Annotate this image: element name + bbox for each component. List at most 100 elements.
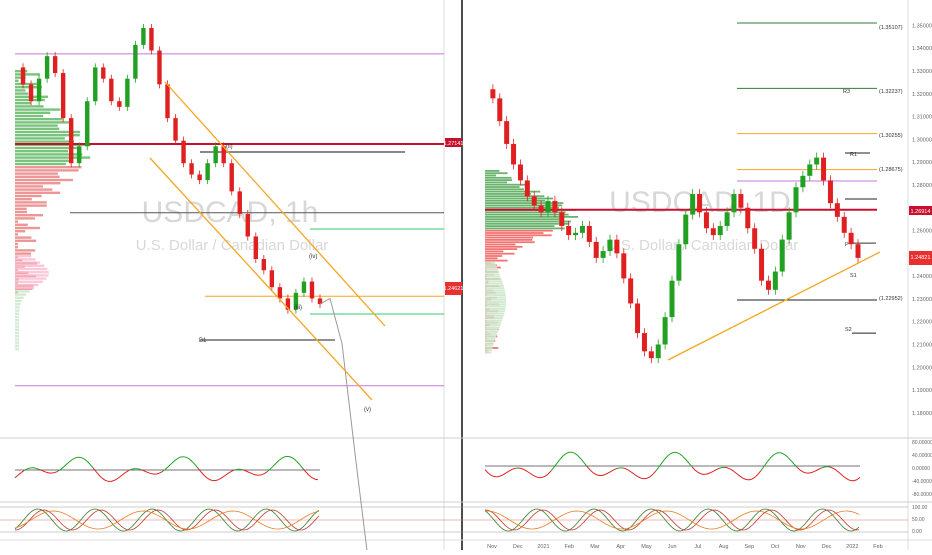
left-profile-bar xyxy=(15,73,40,75)
left-candle-body xyxy=(85,101,89,146)
left-profile-bar xyxy=(15,303,21,305)
right-osc-line xyxy=(725,467,728,468)
left-profile-bar xyxy=(15,290,30,292)
right-candle-body xyxy=(711,228,716,235)
right-osc-line xyxy=(779,453,782,454)
left-profile-bar xyxy=(15,172,58,174)
left-candle-body xyxy=(278,287,282,298)
osc-y-tick: 40.00000 xyxy=(912,453,932,459)
right-y-tick: 1.31000 xyxy=(912,115,932,121)
left-profile-bar xyxy=(15,255,31,257)
right-y-tick: 1.19000 xyxy=(912,388,932,394)
left-candle-body xyxy=(149,28,153,51)
right-profile-bar xyxy=(485,223,570,225)
right-candle-body xyxy=(504,121,509,144)
wave-label-v: (v) xyxy=(364,407,371,413)
right-level-5: (1.22952) xyxy=(879,296,903,302)
left-profile-bar xyxy=(15,128,59,130)
right-profile-bar xyxy=(485,248,517,250)
left-profile-bar xyxy=(15,341,19,343)
right-candle-body xyxy=(670,281,675,317)
left-profile-bar xyxy=(15,182,60,184)
left-candle-body xyxy=(181,141,185,164)
left-profile-bar xyxy=(15,204,47,206)
osc-y-tick: -80.00000 xyxy=(912,492,932,498)
right-profile-bar xyxy=(485,170,499,172)
left-profile-bar xyxy=(15,300,22,302)
right-profile-bar xyxy=(485,202,563,204)
right-profile-bar xyxy=(485,241,535,243)
right-profile-bar xyxy=(485,251,503,253)
osc-y-tick: 0.00000 xyxy=(912,466,930,472)
right-x-tick: Nov xyxy=(487,544,497,550)
right-x-tick: Feb xyxy=(564,544,573,550)
right-profile-bar xyxy=(485,336,496,338)
right-x-tick: Apr xyxy=(616,544,625,550)
right-candle-body xyxy=(828,180,833,203)
right-candle-body xyxy=(766,281,771,290)
left-profile-bar xyxy=(15,309,19,311)
left-profile-bar xyxy=(15,137,65,139)
left-candle-body xyxy=(45,56,49,79)
right-profile-bar xyxy=(485,257,498,259)
right-profile-bar xyxy=(485,345,493,347)
right-profile-bar xyxy=(485,205,562,207)
left-profile-bar xyxy=(15,332,19,334)
left-candle-body xyxy=(29,84,33,101)
right-badge-1-text: 1.26914 xyxy=(911,209,931,215)
left-badge-1-text: 1.27141 xyxy=(444,141,464,147)
right-profile-bar xyxy=(485,322,501,324)
right-profile-bar xyxy=(485,234,552,236)
left-profile-bar xyxy=(15,201,47,203)
right-profile-bar xyxy=(485,303,506,305)
right-candle-body xyxy=(676,244,681,280)
right-candle-body xyxy=(511,144,516,165)
left-profile-bar xyxy=(15,163,66,165)
right-osc-line xyxy=(497,476,500,477)
right-x-tick: Feb xyxy=(873,544,882,550)
right-profile-bar xyxy=(485,246,523,248)
left-candle-body xyxy=(53,56,57,73)
right-candle-body xyxy=(573,233,578,235)
right-profile-bar xyxy=(485,271,499,273)
right-y-tick: 1.23000 xyxy=(912,297,932,303)
left-osc-line xyxy=(315,479,318,480)
left-profile-bar xyxy=(15,140,74,142)
right-candle-body xyxy=(587,226,592,242)
right-level-3: (1.30255) xyxy=(879,133,903,139)
right-profile-bar xyxy=(485,239,532,241)
left-profile-bar xyxy=(15,287,34,289)
right-profile-bar xyxy=(485,172,508,174)
right-candle-body xyxy=(532,196,537,205)
right-candle-body xyxy=(656,344,661,358)
right-profile-bar xyxy=(485,228,565,230)
left-badge-2-text: 1.24621 xyxy=(444,286,464,292)
right-candle-body xyxy=(559,212,564,226)
right-y-tick: 1.28000 xyxy=(912,183,932,189)
right-candle-body xyxy=(642,333,647,351)
right-candle-body xyxy=(718,226,723,235)
right-profile-bar xyxy=(485,182,507,184)
right-profile-bar xyxy=(485,347,492,349)
left-profile-bar xyxy=(15,176,60,178)
left-osc-line xyxy=(150,473,153,474)
left-profile-bar xyxy=(15,220,18,222)
left-profile-bar xyxy=(15,316,19,318)
left-candle-body xyxy=(37,79,41,102)
left-osc-line xyxy=(240,469,243,470)
left-profile-bar xyxy=(15,252,31,254)
left-profile-bar xyxy=(15,322,19,324)
left-candle-body xyxy=(230,163,234,191)
right-level-1: (1.35107) xyxy=(879,25,903,31)
right-candle-body xyxy=(518,164,523,180)
right-osc-line xyxy=(641,478,644,479)
right-profile-bar xyxy=(485,244,515,246)
right-profile-bar xyxy=(485,188,524,190)
left-candle-body xyxy=(69,118,73,163)
left-candle-body xyxy=(21,67,25,84)
right-y-tick: 1.34000 xyxy=(912,46,932,52)
left-candle-body xyxy=(270,270,274,287)
left-profile-bar xyxy=(15,198,32,200)
left-profile-bar xyxy=(15,233,18,235)
